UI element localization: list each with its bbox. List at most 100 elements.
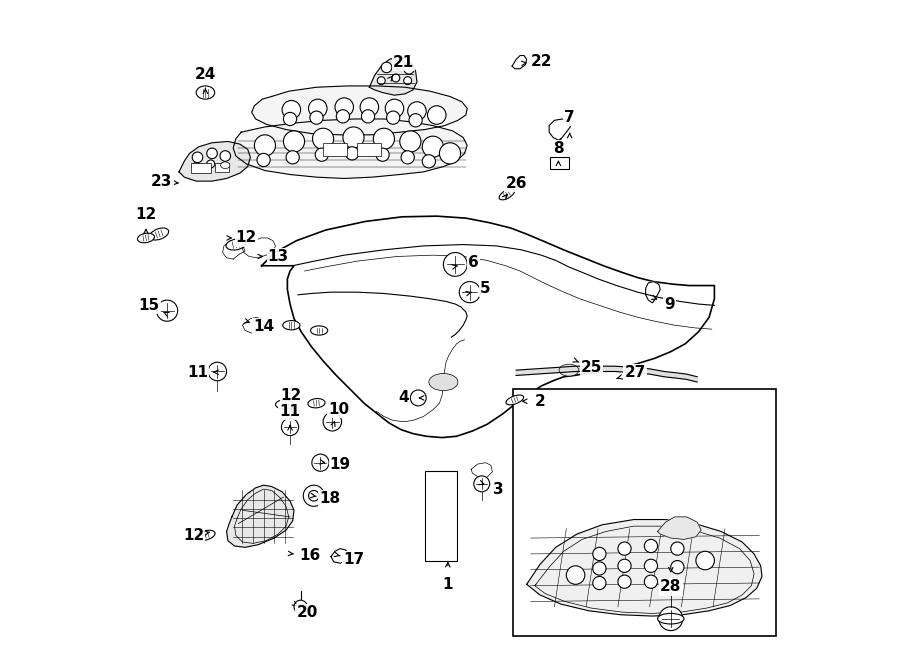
Polygon shape [472, 463, 492, 477]
Ellipse shape [500, 189, 515, 200]
Ellipse shape [196, 86, 215, 99]
Polygon shape [242, 317, 264, 333]
Text: 11: 11 [187, 365, 208, 379]
Ellipse shape [308, 399, 325, 408]
Bar [191, 163, 211, 173]
Text: 18: 18 [320, 491, 340, 506]
Circle shape [207, 160, 215, 168]
Circle shape [670, 542, 684, 555]
Circle shape [309, 99, 327, 118]
Polygon shape [242, 238, 275, 258]
Text: 27: 27 [625, 366, 646, 380]
Text: 15: 15 [139, 298, 160, 313]
Polygon shape [658, 517, 701, 539]
Text: 11: 11 [280, 405, 301, 419]
Polygon shape [179, 141, 250, 181]
Polygon shape [512, 56, 526, 69]
Circle shape [644, 559, 658, 572]
Circle shape [157, 300, 177, 321]
Circle shape [593, 547, 606, 561]
Circle shape [439, 143, 461, 164]
Polygon shape [526, 520, 762, 616]
Circle shape [670, 561, 684, 574]
Circle shape [408, 102, 427, 120]
Polygon shape [369, 57, 417, 95]
Circle shape [566, 566, 585, 584]
Circle shape [282, 100, 301, 119]
Polygon shape [331, 549, 349, 563]
Polygon shape [252, 86, 467, 135]
Circle shape [193, 152, 202, 163]
Ellipse shape [428, 373, 458, 391]
Circle shape [618, 559, 631, 572]
Circle shape [284, 112, 297, 126]
Circle shape [374, 128, 394, 149]
Circle shape [362, 110, 374, 123]
Circle shape [323, 412, 342, 431]
Text: 9: 9 [664, 297, 675, 311]
Text: 14: 14 [253, 319, 274, 334]
Circle shape [428, 106, 446, 124]
Ellipse shape [283, 321, 300, 330]
Ellipse shape [658, 613, 684, 624]
Text: 12: 12 [183, 528, 204, 543]
Text: 7: 7 [564, 110, 575, 125]
Text: 24: 24 [194, 67, 216, 82]
Circle shape [644, 539, 658, 553]
Text: 4: 4 [399, 391, 409, 405]
Bar [514, 389, 776, 636]
Circle shape [255, 135, 275, 156]
Ellipse shape [196, 530, 215, 541]
Circle shape [659, 607, 683, 631]
Circle shape [400, 131, 421, 152]
Text: 2: 2 [536, 394, 546, 408]
Circle shape [284, 131, 304, 152]
Ellipse shape [310, 326, 328, 335]
Circle shape [335, 98, 354, 116]
Ellipse shape [226, 239, 246, 250]
Circle shape [376, 148, 389, 161]
Circle shape [401, 151, 414, 164]
Bar [323, 143, 346, 156]
Bar [551, 157, 569, 169]
Circle shape [286, 151, 300, 164]
Text: 28: 28 [660, 580, 681, 594]
Text: 22: 22 [531, 54, 553, 69]
Ellipse shape [220, 162, 230, 169]
Text: 12: 12 [135, 207, 157, 221]
Text: 8: 8 [554, 141, 563, 156]
Bar [425, 471, 456, 561]
Circle shape [385, 99, 404, 118]
Ellipse shape [149, 228, 168, 240]
Text: 25: 25 [580, 360, 602, 375]
Bar [357, 143, 382, 156]
Circle shape [377, 77, 385, 85]
Circle shape [337, 110, 349, 123]
Circle shape [618, 575, 631, 588]
Circle shape [220, 163, 228, 171]
Circle shape [444, 253, 467, 276]
Circle shape [343, 127, 364, 148]
Circle shape [309, 490, 320, 501]
Circle shape [473, 476, 490, 492]
Text: 17: 17 [343, 552, 364, 566]
Circle shape [207, 148, 217, 159]
Circle shape [220, 151, 230, 161]
Polygon shape [516, 366, 698, 382]
Circle shape [696, 551, 715, 570]
Circle shape [312, 454, 329, 471]
Text: 3: 3 [493, 482, 504, 496]
Circle shape [392, 74, 400, 82]
Polygon shape [233, 119, 467, 178]
Polygon shape [262, 216, 715, 438]
Circle shape [422, 155, 436, 168]
Circle shape [618, 542, 631, 555]
Circle shape [193, 163, 200, 171]
Text: 26: 26 [505, 176, 526, 191]
Text: 5: 5 [480, 282, 491, 296]
Circle shape [409, 114, 422, 127]
Circle shape [644, 575, 658, 588]
Text: 10: 10 [328, 403, 349, 417]
Circle shape [404, 77, 411, 85]
Ellipse shape [275, 400, 294, 409]
